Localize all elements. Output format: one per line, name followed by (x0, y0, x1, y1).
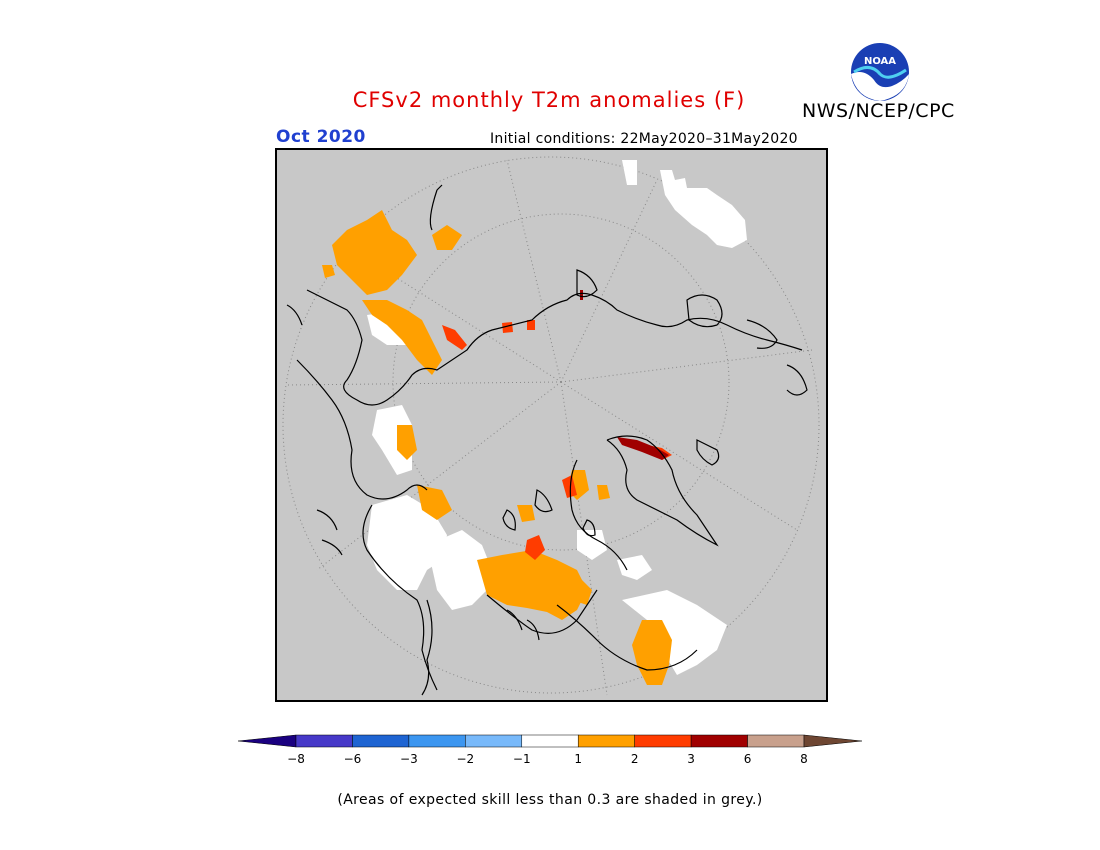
colorbar-bin (577, 734, 635, 748)
anomaly-dark-red-regions (580, 290, 669, 460)
colorbar-bin-low-arrow (238, 734, 297, 748)
colorbar-ticks: −8 −6 −3 −2 −1 1 2 3 6 8 (238, 752, 862, 772)
colorbar-bin (465, 734, 523, 748)
latitude-circle (392, 213, 730, 551)
colorbar-tick-label: 6 (743, 752, 752, 766)
skill-footnote: (Areas of expected skill less than 0.3 a… (337, 792, 763, 808)
noaa-logo-text: NOAA (864, 56, 896, 67)
initial-conditions: Initial conditions: 22May2020–31May2020 (490, 131, 798, 147)
colorbar-bin (352, 734, 410, 748)
colorbar-bin (690, 734, 748, 748)
anomaly-orange-regions (322, 210, 672, 685)
colorbar-tick-label: −1 (512, 752, 531, 766)
colorbar-tick-label: 8 (800, 752, 808, 766)
map-boundary-circle (282, 156, 820, 694)
colorbar-tick-label: −2 (456, 752, 475, 766)
polar-map (275, 148, 828, 702)
colorbar-tick-label: −8 (287, 752, 305, 766)
colorbar-bin (521, 734, 579, 748)
colorbar-bin (634, 734, 692, 748)
colorbar-bin-high-arrow (803, 734, 862, 748)
longitude-lines (286, 159, 813, 696)
chart-title: CFSv2 monthly T2m anomalies (F) (352, 88, 746, 112)
colorbar-tick-label: 1 (574, 752, 583, 766)
colorbar-tick-label: −3 (400, 752, 418, 766)
colorbar (238, 734, 862, 748)
colorbar-tick-label: −6 (343, 752, 362, 766)
agency-label: NWS/NCEP/CPC (802, 100, 955, 122)
forecast-month: Oct 2020 (276, 127, 366, 147)
coastlines (286, 184, 808, 696)
colorbar-bin (747, 734, 805, 748)
colorbar-bin (408, 734, 466, 748)
colorbar-tick-label: 2 (630, 752, 639, 766)
anomaly-red-orange-regions (442, 320, 672, 560)
colorbar-bin (295, 734, 353, 748)
colorbar-tick-label: 3 (687, 752, 695, 766)
noaa-logo: NOAA (849, 41, 911, 103)
